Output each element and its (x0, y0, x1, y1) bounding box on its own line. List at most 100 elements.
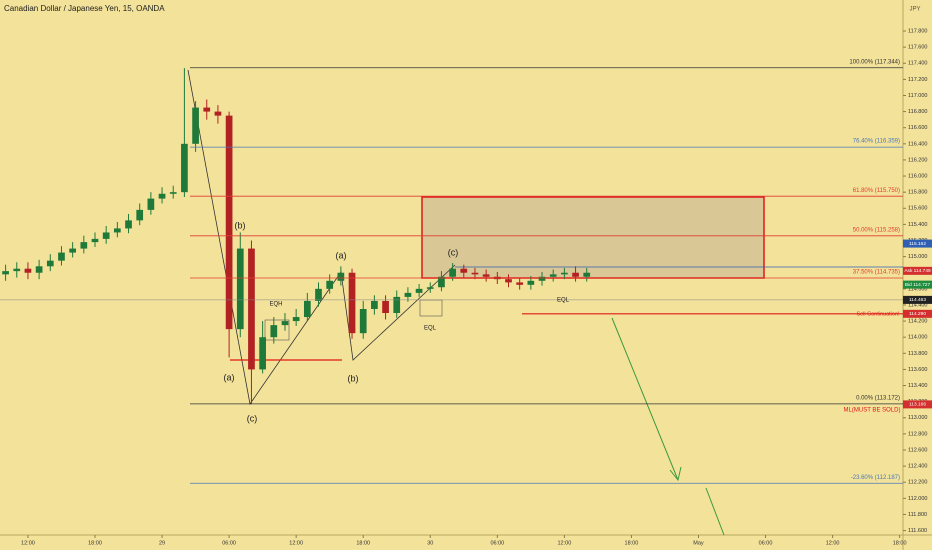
price-tag-label: 114.290 (909, 311, 926, 317)
candle-body (58, 252, 65, 261)
candle-body (460, 268, 468, 273)
candle-body (69, 248, 76, 253)
x-tick-label: May (693, 540, 704, 546)
y-tick-label: 112.800 (908, 431, 927, 437)
x-tick-label: 29 (159, 540, 165, 546)
annotation: (b) (348, 373, 359, 383)
candle-body (91, 238, 99, 243)
y-tick-label: 114.600 (908, 286, 927, 292)
candle-body (393, 296, 401, 314)
fib-label: 37.50% (114.735) (853, 270, 900, 276)
fib-label: 100.00% (117.344) (849, 59, 900, 65)
candle-body (572, 272, 579, 277)
candle-body (136, 209, 144, 221)
y-tick-label: 115.800 (908, 190, 927, 196)
y-tick-label: 111.800 (908, 512, 927, 518)
x-tick-label: 06:00 (759, 540, 773, 546)
y-tick-label: 117.400 (908, 61, 927, 67)
y-tick-label: 116.400 (908, 141, 927, 147)
candle-body (270, 325, 278, 338)
candle-body (236, 248, 244, 330)
y-tick-label: 114.200 (908, 319, 927, 325)
supply-zone (421, 196, 765, 279)
candle-body (125, 220, 132, 229)
price-tag (903, 295, 932, 304)
candle-body (259, 337, 266, 370)
currency: JPY (909, 7, 920, 13)
price-tag-label: 113.166 (909, 402, 926, 408)
candle-body (147, 198, 155, 210)
candle-body (181, 143, 188, 193)
y-tick-label: 116.800 (908, 109, 927, 115)
annotation: (a) (336, 250, 347, 260)
price-tag (903, 280, 932, 289)
candle-body (438, 276, 445, 288)
x-tick-label: 12:00 (557, 540, 571, 546)
x-tick-label: 12:00 (826, 540, 840, 546)
x-tick-label: 30 (427, 540, 433, 546)
price-tag (903, 309, 932, 318)
y-tick-label: 113.800 (908, 351, 927, 357)
candle-body (583, 272, 591, 277)
eqh-box (264, 319, 290, 341)
candle-body (24, 268, 32, 273)
candle-body (326, 280, 334, 289)
y-tick-label: 117.600 (908, 45, 927, 51)
fib-label: 50.00% (115.258) (853, 227, 900, 233)
arrow-head (669, 466, 682, 482)
y-tick-label: 114.400 (908, 302, 927, 308)
x-tick-label: 18:00 (625, 540, 639, 546)
x-tick-label: 18:00 (88, 540, 102, 546)
y-tick-label: 115.400 (908, 222, 927, 228)
y-tick-label: 112.600 (908, 447, 927, 453)
arrows (611, 317, 725, 536)
x-tick-label: 12:00 (289, 540, 303, 546)
y-tick-label: 114.000 (908, 335, 927, 341)
annotation: EQL (424, 326, 437, 332)
y-tick-label: 115.000 (908, 254, 927, 260)
y-tick-label: 116.600 (908, 125, 927, 131)
candle-body (359, 308, 367, 334)
x-tick-label: 18:00 (893, 540, 907, 546)
candle-body (505, 279, 512, 283)
annotation: (a) (224, 372, 235, 382)
candle-body (415, 288, 423, 293)
y-tick-label: 117.200 (908, 77, 927, 83)
candle-body (482, 274, 490, 277)
price-tag-label: 114.463 (909, 297, 926, 303)
y-tick-label: 115.600 (908, 206, 927, 212)
candle-body (102, 232, 110, 239)
fib-label: 0.00% (113.172) (856, 395, 900, 401)
candle-body (371, 300, 378, 309)
x-tick-label: 06:00 (490, 540, 504, 546)
candle-body (158, 193, 166, 199)
y-tick-label: 116.000 (908, 174, 927, 180)
y-tick-label: 113.400 (908, 383, 927, 389)
price-tag-label: 115.162 (909, 241, 926, 247)
annotation: (c) (448, 247, 459, 257)
y-tick-label: 113.000 (908, 415, 927, 421)
x-tick-label: 18:00 (356, 540, 370, 546)
annotation: (b) (235, 220, 246, 230)
candle-body (2, 271, 9, 275)
candle-body (113, 228, 121, 233)
candle-body (315, 288, 322, 301)
fib-label: 61.80% (115.750) (853, 188, 900, 194)
price-tag (903, 239, 932, 248)
y-tick-label: 116.200 (908, 157, 927, 163)
annotation: (c) (247, 413, 258, 423)
marks (2, 68, 591, 405)
candle-body (13, 268, 21, 272)
candle-body (404, 292, 412, 297)
price-tag (903, 400, 932, 409)
annotation: EQL (557, 298, 570, 304)
candle-body (214, 111, 222, 116)
candle-body (281, 321, 289, 326)
candle-body (225, 115, 233, 330)
candle-body (516, 282, 524, 285)
annotation: Sell Continuation! (856, 311, 900, 317)
chart-title: Canadian Dollar / Japanese Yen, 15, OAND… (4, 4, 165, 13)
x-tick-label: 12:00 (21, 540, 35, 546)
